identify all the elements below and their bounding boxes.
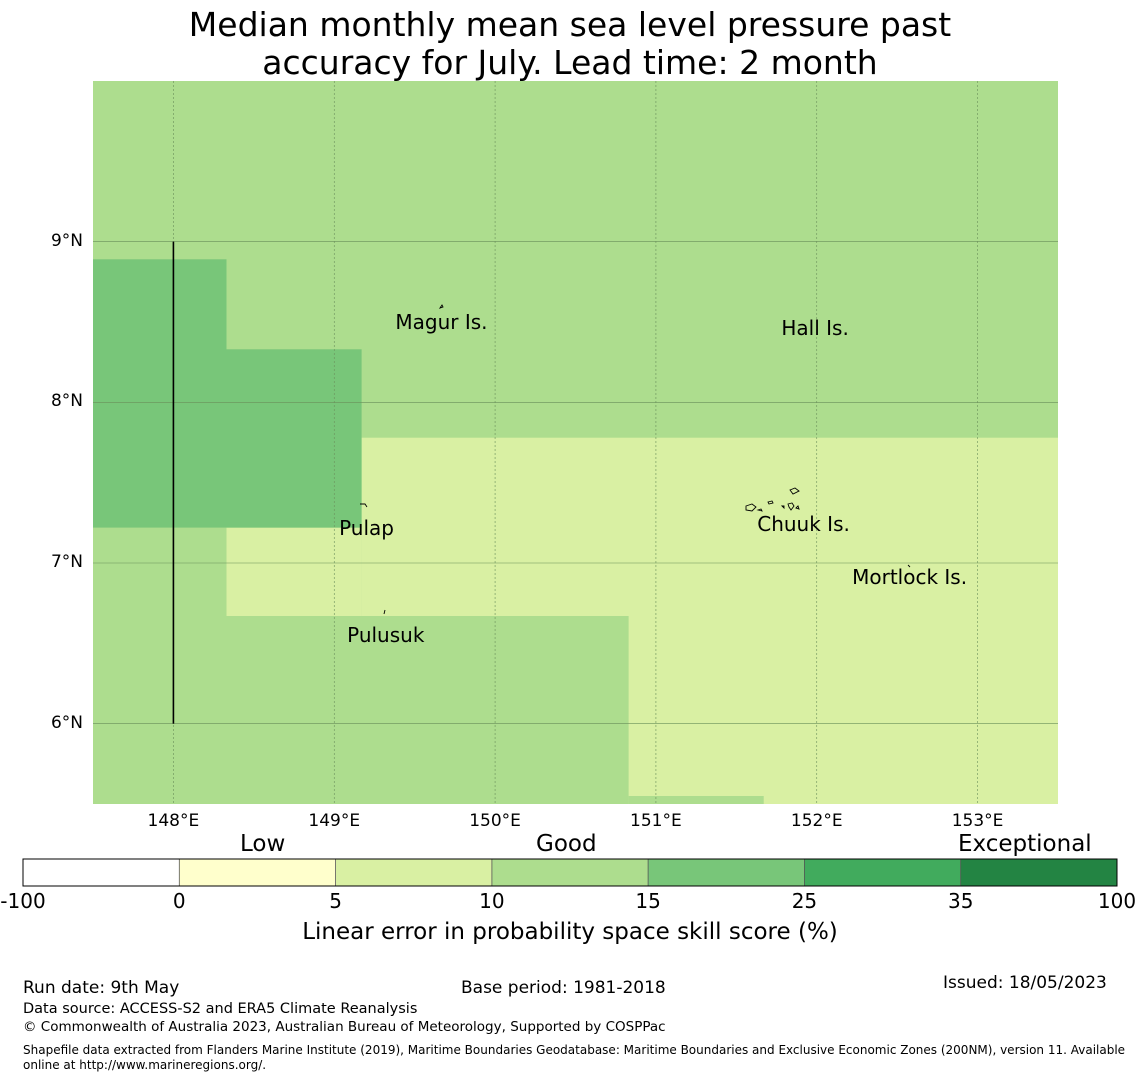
skill-cell-5 [93,259,227,528]
colorbar-tick: 100 [1097,889,1137,913]
chart-title: Median monthly mean sea level pressure p… [0,6,1140,82]
place-label: Chuuk Is. [757,512,850,537]
colorbar-bin-0 [23,859,180,886]
colorbar-category-low: Low [240,831,286,857]
island-outline-8 [787,502,795,511]
colorbar-bin-2 [335,859,492,886]
colorbar-tick: 15 [635,889,661,913]
island-outlines-layer [360,304,911,615]
colorbar-bin-6 [960,859,1117,886]
data-source: Data source: ACCESS-S2 and ERA5 Climate … [23,1001,418,1017]
skill-cells-layer [93,81,1059,804]
lon-label: 153°E [951,811,1004,831]
skill-cell-2 [226,527,362,617]
graticule-layer [93,81,1058,804]
colorbar-bin-1 [179,859,336,886]
skill-cell-6 [226,349,362,528]
lon-label: 148°E [147,811,200,831]
colorbar-tick: 0 [172,889,186,913]
issued-date: Issued: 18/05/2023 [943,973,1107,993]
island-outline-9 [795,505,800,510]
colorbar-category-good: Good [536,831,597,857]
copyright: © Commonwealth of Australia 2023, Austra… [23,1019,666,1035]
lat-label: 7°N [50,552,83,572]
island-outline-2 [383,609,386,615]
title-line-1: Median monthly mean sea level pressure p… [188,5,952,44]
base-period: Base period: 1981-2018 [461,978,666,998]
place-label: Mortlock Is. [852,565,968,590]
lon-label: 151°E [630,811,682,831]
colorbar-tick: 35 [947,889,974,913]
shapefile-credit: Shapefile data extracted from Flanders M… [23,1043,1126,1072]
place-label: Magur Is. [395,310,488,334]
island-outline-10 [756,508,763,512]
island-outline-6 [767,500,774,505]
lat-label: 9°N [50,230,83,251]
colorbar-frame [22,858,1118,887]
title-line-2: accuracy for July. Lead time: 2 month [262,43,878,82]
colorbar-bin-3 [491,859,649,886]
island-outline-7 [780,505,785,510]
lat-label: 8°N [50,391,83,412]
lon-label: 150°E [469,811,521,831]
run-date: Run date: 9th May [23,978,180,998]
lon-label: 149°E [308,811,361,831]
colorbar-bin-4 [648,859,805,886]
island-outline-3 [907,564,911,568]
colorbar-tick: 10 [479,889,505,913]
island-outline-1 [360,503,368,508]
place-label: Pulap [339,515,394,540]
colorbar [22,858,1118,887]
place-label: Pulusuk [347,623,425,648]
colorbar-tick: 5 [329,889,342,913]
island-outline-0 [438,304,444,309]
colorbar-category-exceptional: Exceptional [958,831,1092,857]
colorbar-tick: 25 [791,889,818,913]
skill-cell-3 [93,616,629,804]
island-outline-5 [745,503,757,512]
lat-label: 6°N [50,712,83,733]
colorbar-tick: -100 [0,889,46,913]
colorbar-bin-5 [804,859,961,886]
place-label: Hall Is. [781,316,849,341]
skill-cell-4 [628,796,764,804]
lon-label: 152°E [790,811,843,831]
colorbar-label: Linear error in probability space skill … [302,919,838,945]
island-outline-4 [789,487,800,495]
